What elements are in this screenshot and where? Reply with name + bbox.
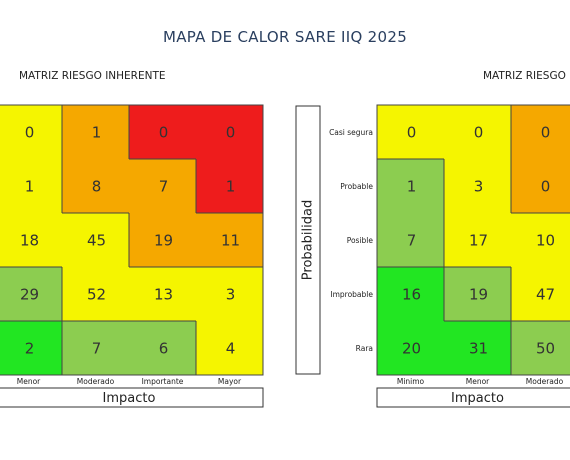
m1-value-r2-c0: 7 xyxy=(407,232,417,250)
m1-cell-r0-c2 xyxy=(511,105,570,159)
m0-impact-label: Impacto xyxy=(103,391,156,406)
m1-y-tick-4: Rara xyxy=(356,344,373,353)
m1-value-r2-c1: 17 xyxy=(469,232,488,250)
m1-value-r3-c1: 19 xyxy=(469,286,488,304)
m1-frame xyxy=(376,104,570,376)
m0-cell-r3-c1 xyxy=(62,267,129,321)
m0-cell-r4-c1 xyxy=(62,321,129,375)
m0-cell-r1-c1 xyxy=(62,159,129,213)
m1-cell-r3-c0 xyxy=(377,267,444,321)
m0-value-r2-c0: 18 xyxy=(20,232,39,250)
m1-x-tick-1: Menor xyxy=(466,377,490,386)
m0-cell-r3-c3 xyxy=(196,267,263,321)
m0-cell-r4-c0 xyxy=(0,321,62,375)
m1-cell-r1-c2 xyxy=(511,159,570,213)
m0-cell-r0-c0 xyxy=(0,105,62,159)
m0-cell-r3-c0 xyxy=(0,267,62,321)
m0-cell-r0-c3 xyxy=(196,105,263,159)
m0-cell-r2-c0 xyxy=(0,213,62,267)
m0-cell-r3-c2 xyxy=(129,267,196,321)
m1-y-tick-1: Probable xyxy=(340,182,373,191)
m1-cell-r1-c1 xyxy=(444,159,511,213)
m0-value-r0-c1: 1 xyxy=(92,124,102,142)
m1-x-tick-0: Minimo xyxy=(397,377,425,386)
m0-cell-r2-c2 xyxy=(129,213,196,267)
m1-cell-r3-c2 xyxy=(511,267,570,321)
m0-value-r4-c0: 2 xyxy=(25,340,35,358)
m0-cell-r0-c2 xyxy=(129,105,196,159)
m1-y-tick-3: Improbable xyxy=(330,290,373,299)
m0-value-r2-c3: 11 xyxy=(221,232,240,250)
m0-value-r4-c2: 6 xyxy=(159,340,169,358)
right-matrix-title: MATRIZ RIESGO xyxy=(483,70,566,82)
m0-value-r3-c1: 52 xyxy=(87,286,106,304)
page-title: MAPA DE CALOR SARE IIQ 2025 xyxy=(162,28,408,46)
right-matrix: 0 0 0 1 3 0 7 17 10 16 19 47 20 31 50 Minimo Menor Modera… xyxy=(329,104,570,408)
m0-value-r3-c0: 29 xyxy=(20,286,39,304)
m0-cell-r0-c1 xyxy=(62,105,129,159)
m0-value-r0-c2: 0 xyxy=(159,124,169,142)
m0-frame xyxy=(0,104,264,376)
m0-value-r0-c3: 0 xyxy=(226,124,236,142)
m1-value-r4-c2: 50 xyxy=(536,340,555,358)
probability-box-frame xyxy=(295,105,321,375)
m1-value-r3-c0: 16 xyxy=(402,286,421,304)
m0-x-tick-3: Mayor xyxy=(218,377,242,386)
m1-y-tick-0: Casi segura xyxy=(329,128,373,137)
m1-value-r1-c0: 1 xyxy=(407,178,417,196)
m0-impact-box xyxy=(0,387,264,408)
m0-value-r4-c1: 7 xyxy=(92,340,102,358)
m0-value-r1-c2: 7 xyxy=(159,178,169,196)
m1-value-r2-c2: 10 xyxy=(536,232,555,250)
m1-impact-label: Impacto xyxy=(451,391,504,406)
m1-cell-r2-c1 xyxy=(444,213,511,267)
probability-label: Probabilidad xyxy=(301,200,316,280)
m1-x-tick-2: Moderado xyxy=(526,377,564,386)
m0-value-r0-c0: 0 xyxy=(25,124,35,142)
m1-y-tick-2: Posible xyxy=(347,236,374,245)
m0-x-tick-2: Importante xyxy=(142,377,184,386)
m1-value-r1-c1: 3 xyxy=(474,178,484,196)
m0-cell-r4-c3 xyxy=(196,321,263,375)
m1-value-r0-c0: 0 xyxy=(407,124,417,142)
m1-cell-r4-c0 xyxy=(377,321,444,375)
m0-value-r1-c1: 8 xyxy=(92,178,102,196)
m1-cell-r3-c1 xyxy=(444,267,511,321)
m1-value-r4-c1: 31 xyxy=(469,340,488,358)
m1-value-r3-c2: 47 xyxy=(536,286,555,304)
m1-cell-r0-c0 xyxy=(377,105,444,159)
m1-cell-r1-c0 xyxy=(377,159,444,213)
m0-cell-r1-c0 xyxy=(0,159,62,213)
m0-x-tick-1: Moderado xyxy=(77,377,115,386)
m1-value-r0-c1: 0 xyxy=(474,124,484,142)
m0-cell-r1-c2 xyxy=(129,159,196,213)
m1-impact-box xyxy=(376,387,570,408)
m1-cell-r4-c2 xyxy=(511,321,570,375)
m0-value-r4-c3: 4 xyxy=(226,340,236,358)
m1-value-r1-c2: 0 xyxy=(541,178,551,196)
m0-value-r3-c3: 3 xyxy=(226,286,236,304)
m0-x-tick-0: Menor xyxy=(17,377,41,386)
m0-value-r1-c0: 1 xyxy=(25,178,35,196)
m1-cell-r4-c1 xyxy=(444,321,511,375)
m1-value-r4-c0: 20 xyxy=(402,340,421,358)
m1-cell-r2-c2 xyxy=(511,213,570,267)
m0-cell-r2-c1 xyxy=(62,213,129,267)
m1-cell-r2-c0 xyxy=(377,213,444,267)
m1-value-r0-c2: 0 xyxy=(541,124,551,142)
m0-value-r3-c2: 13 xyxy=(154,286,173,304)
m0-cell-r2-c3 xyxy=(196,213,263,267)
left-matrix-title: MATRIZ RIESGO INHERENTE xyxy=(19,70,166,82)
m0-cell-r1-c3 xyxy=(196,159,263,213)
m1-cell-r0-c1 xyxy=(444,105,511,159)
probability-box: Probabilidad xyxy=(295,105,321,375)
m0-value-r2-c1: 45 xyxy=(87,232,106,250)
m0-value-r1-c3: 1 xyxy=(226,178,236,196)
m0-cell-r4-c2 xyxy=(129,321,196,375)
m0-value-r2-c2: 19 xyxy=(154,232,173,250)
